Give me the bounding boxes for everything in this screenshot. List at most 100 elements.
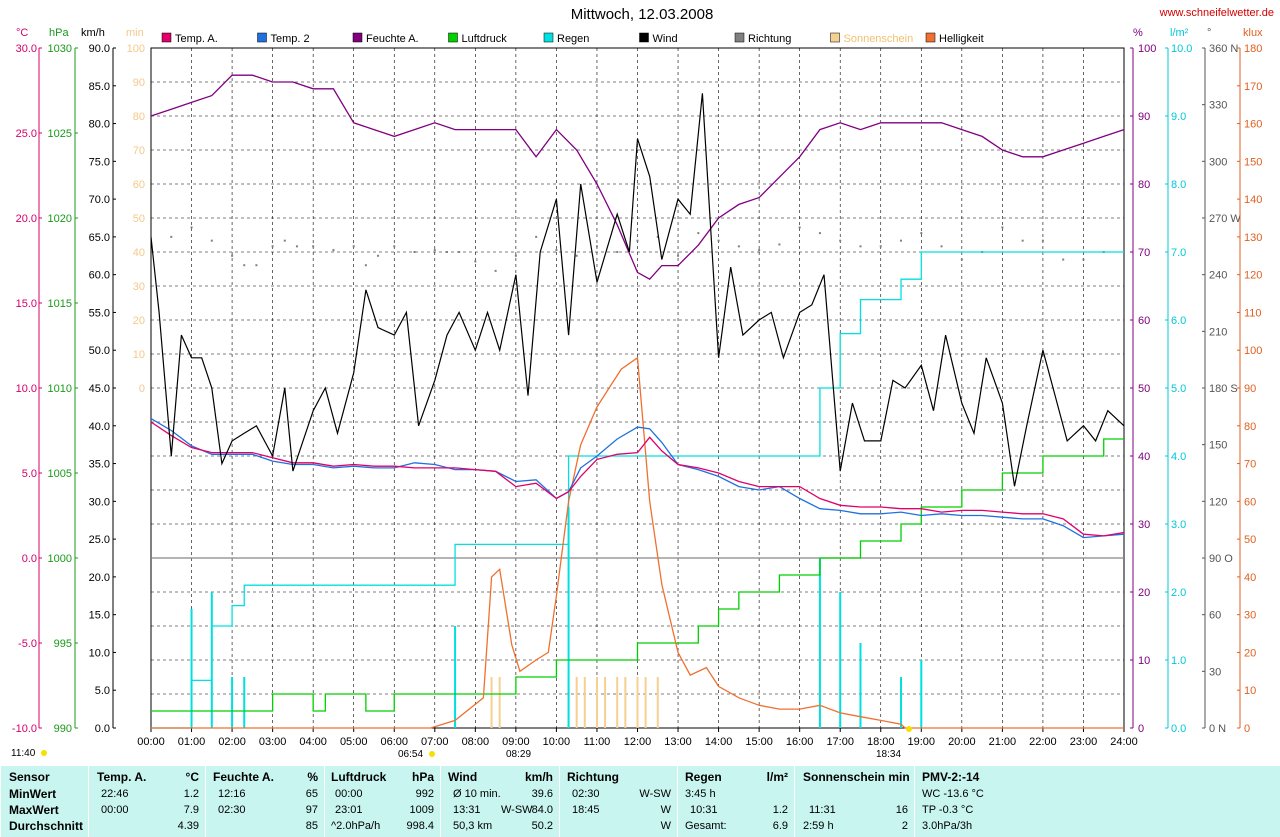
press-min-time: 00:00 [335, 788, 363, 800]
stats-col-sunshine: Sonnenschein min 11:31 16 2:59 h 2 [794, 766, 914, 837]
x-tick-label: 14:00 [705, 736, 733, 748]
weather-chart: Mittwoch, 12.03.2008 www.schneifelwetter… [11, 6, 1274, 760]
sun-max-time: 11:31 [809, 804, 836, 816]
y-tick-label-pct: 20 [1138, 587, 1150, 599]
direction-point [778, 243, 781, 246]
y-tick-label-rain: 10.0 [1171, 43, 1192, 55]
hum-avg-value: 85 [305, 820, 318, 832]
y-tick-label-rain: 7.0 [1171, 247, 1186, 259]
direction-point [271, 245, 274, 248]
wind-max-value: 84.0 [531, 804, 553, 816]
sun-markers: 11:40 06:54 08:29 18:34 [11, 726, 912, 760]
y-tick-label-kmh: 70.0 [89, 194, 110, 206]
direction-point [433, 249, 436, 252]
y-tick-label-klux: 160 [1244, 119, 1262, 131]
legend-label-0: Temp. A. [175, 33, 218, 45]
direction-point [798, 226, 801, 229]
direction-point [514, 254, 517, 257]
y-tick-label-klux: 10 [1244, 685, 1256, 697]
direction-point [1123, 254, 1125, 257]
rain-spike [818, 558, 821, 728]
stats-col-direction: Richtung 02:30 W-SW 18:45 W W [559, 766, 677, 837]
x-tick-label: 20:00 [948, 736, 976, 748]
direction-point [839, 239, 842, 242]
legend-swatch-4 [543, 32, 554, 43]
x-tick-label: 08:00 [462, 736, 490, 748]
x-tick-label: 00:00 [137, 736, 165, 748]
y-tick-label-hpa: 1010 [48, 383, 72, 395]
y-tick-label-min: 80 [133, 111, 145, 123]
direction-point [1041, 239, 1044, 242]
sunshine-bar [644, 677, 647, 728]
y-tick-label-pct: 40 [1138, 451, 1150, 463]
direction-point [677, 254, 680, 257]
rain-spike [900, 677, 903, 728]
y-tick-label-temp: 10.0 [16, 383, 37, 395]
direction-point [940, 245, 943, 248]
y-tick-label-kmh: 20.0 [89, 572, 110, 584]
moon-icon [41, 750, 47, 756]
y-tick-label-hpa: 1015 [48, 298, 72, 310]
rain-max-value: 1.2 [772, 804, 788, 816]
direction-point [295, 245, 298, 248]
stats-unit-rain: l/m² [766, 770, 788, 784]
direction-point [960, 258, 963, 261]
series-line-temp-2 [150, 418, 1125, 539]
dir-min-time: 02:30 [572, 788, 600, 800]
sunrise-icon [429, 751, 435, 757]
stats-header-humidity: Feuchte A. [213, 770, 274, 784]
y-tick-label-rain: 4.0 [1171, 451, 1186, 463]
direction-point [150, 226, 152, 229]
y-tick-label-dir: 30 [1209, 666, 1221, 678]
axis-unit-temp: °C [16, 27, 28, 39]
y-tick-label-dir: 360 N [1209, 43, 1238, 55]
y-tick-label-klux: 150 [1244, 156, 1262, 168]
direction-point [575, 254, 578, 257]
axis-unit-rain: l/m² [1170, 27, 1189, 39]
stats-col-pmv: PMV-2:-14 WC -13.6 °C TP -0.3 °C 3.0hPa/… [914, 766, 1280, 837]
temp-min-value: 1.2 [183, 788, 199, 800]
direction-point [494, 269, 497, 272]
direction-point [900, 239, 903, 242]
legend-label-1: Temp. 2 [271, 33, 310, 45]
y-tick-label-klux: 170 [1244, 81, 1262, 93]
legend-label-4: Regen [557, 33, 589, 45]
y-tick-label-min: 50 [133, 213, 145, 225]
y-axes: 30.025.020.015.010.05.00.0-5.0-10.010301… [12, 43, 1262, 735]
y-tick-label-temp: 15.0 [16, 298, 37, 310]
direction-point [717, 239, 720, 242]
press-avg-value: 998.4 [406, 820, 434, 832]
y-tick-label-kmh: 75.0 [89, 156, 110, 168]
statistics-panel: Sensor MinWert MaxWert Durchschnitt Temp… [0, 766, 1280, 837]
y-tick-label-kmh: 45.0 [89, 383, 110, 395]
direction-point [458, 251, 461, 253]
y-tick-label-temp: 0.0 [22, 553, 37, 565]
wind-distance: 50,3 km [453, 820, 493, 832]
y-tick-label-temp: -10.0 [12, 723, 37, 735]
y-tick-label-rain: 1.0 [1171, 655, 1186, 667]
stats-unit-pressure: hPa [411, 770, 434, 784]
y-tick-label-dir: 90 O [1209, 553, 1233, 565]
legend-label-5: Wind [653, 33, 678, 45]
x-axis: 00:00 01:00 02:00 03:00 04:00 05:00 06:00 07:00… [137, 728, 1138, 748]
direction-point [377, 254, 380, 257]
x-tick-label: 24:00 [1110, 736, 1138, 748]
rain-spike [839, 592, 842, 728]
direction-point [818, 232, 821, 235]
sunshine-bar [490, 677, 493, 728]
dir-min-value: W-SW [639, 788, 671, 800]
row-label-max: MaxWert [9, 803, 59, 817]
x-tick-label: 12:00 [624, 736, 652, 748]
x-tick-label: 06:00 [380, 736, 408, 748]
y-tick-label-pct: 70 [1138, 247, 1150, 259]
y-tick-label-temp: -5.0 [18, 638, 37, 650]
site-link[interactable]: www.schneifelwetter.de [1159, 7, 1274, 19]
direction-point [636, 239, 639, 242]
rain-spike [243, 677, 246, 728]
y-tick-label-klux: 70 [1244, 459, 1256, 471]
y-tick-label-min: 90 [133, 77, 145, 89]
y-tick-label-klux: 50 [1244, 534, 1256, 546]
legend-label-8: Helligkeit [939, 33, 984, 45]
axis-unit-pct: % [1133, 27, 1143, 39]
direction-point [474, 260, 477, 263]
